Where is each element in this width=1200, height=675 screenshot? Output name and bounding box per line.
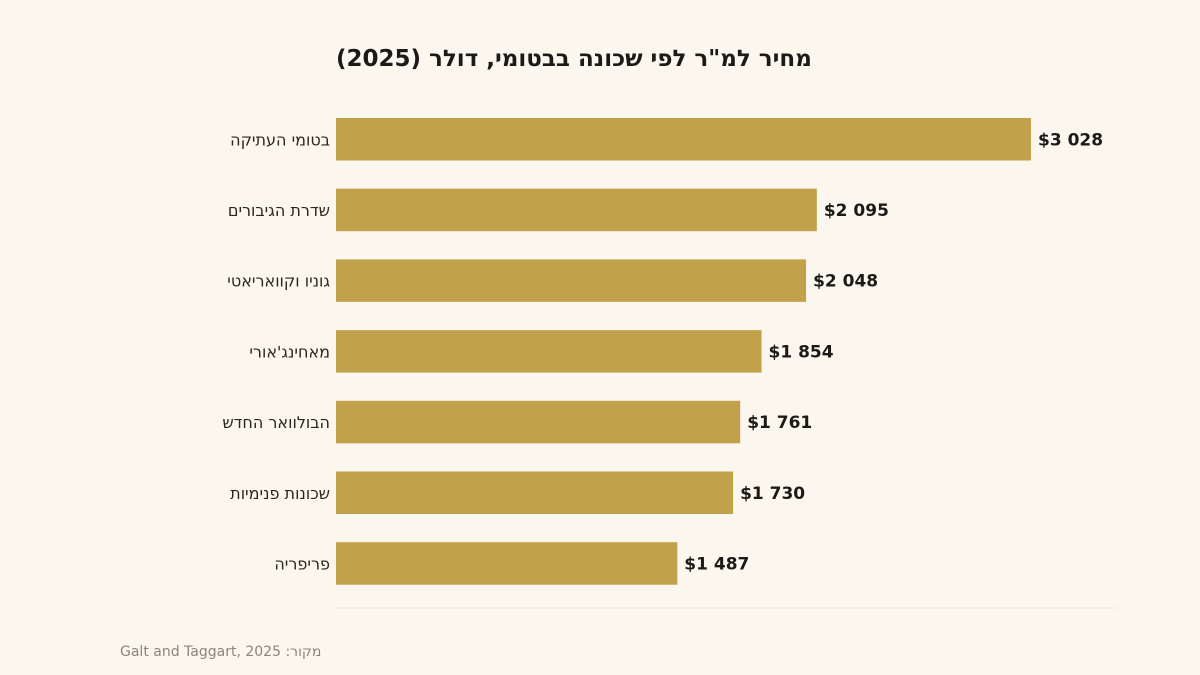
value-label-6: $1 487 [684, 554, 749, 574]
category-label-5: שכונות פנימיות [230, 484, 330, 503]
bars-layer [336, 118, 1031, 585]
value-label-2: $2 048 [813, 272, 878, 292]
bar-2 [336, 259, 807, 302]
category-label-6: פריפריה [274, 554, 330, 573]
value-label-5: $1 730 [740, 484, 805, 504]
bar-1 [336, 188, 817, 232]
bar-4 [336, 400, 741, 444]
category-label-1: שדרת הגיבורים [228, 201, 330, 220]
bar-0 [336, 118, 1031, 161]
value-label-4: $1 761 [747, 413, 812, 433]
category-label-3: מאחינג'אורי [249, 342, 330, 361]
category-label-2: גוניו וקוואריאטי [227, 272, 330, 291]
bar-5 [336, 471, 734, 514]
category-label-0: בטומי העתיקה [230, 130, 330, 149]
bar-6 [336, 542, 678, 585]
value-label-3: $1 854 [769, 342, 834, 362]
category-label-4: הבולוואר החדש [222, 413, 330, 432]
bar-3 [336, 330, 762, 373]
chart-title: מחיר למ"ר לפי שכונה בבטומי, דולר (2025) [336, 46, 812, 72]
value-label-0: $3 028 [1038, 130, 1103, 150]
value-label-1: $2 095 [824, 201, 889, 221]
source-note: מקור: Galt and Taggart, 2025 [120, 644, 322, 660]
labels-layer: בטומי העתיקה $3 028 שדרת הגיבורים $2 095 גונ… [222, 130, 1103, 574]
